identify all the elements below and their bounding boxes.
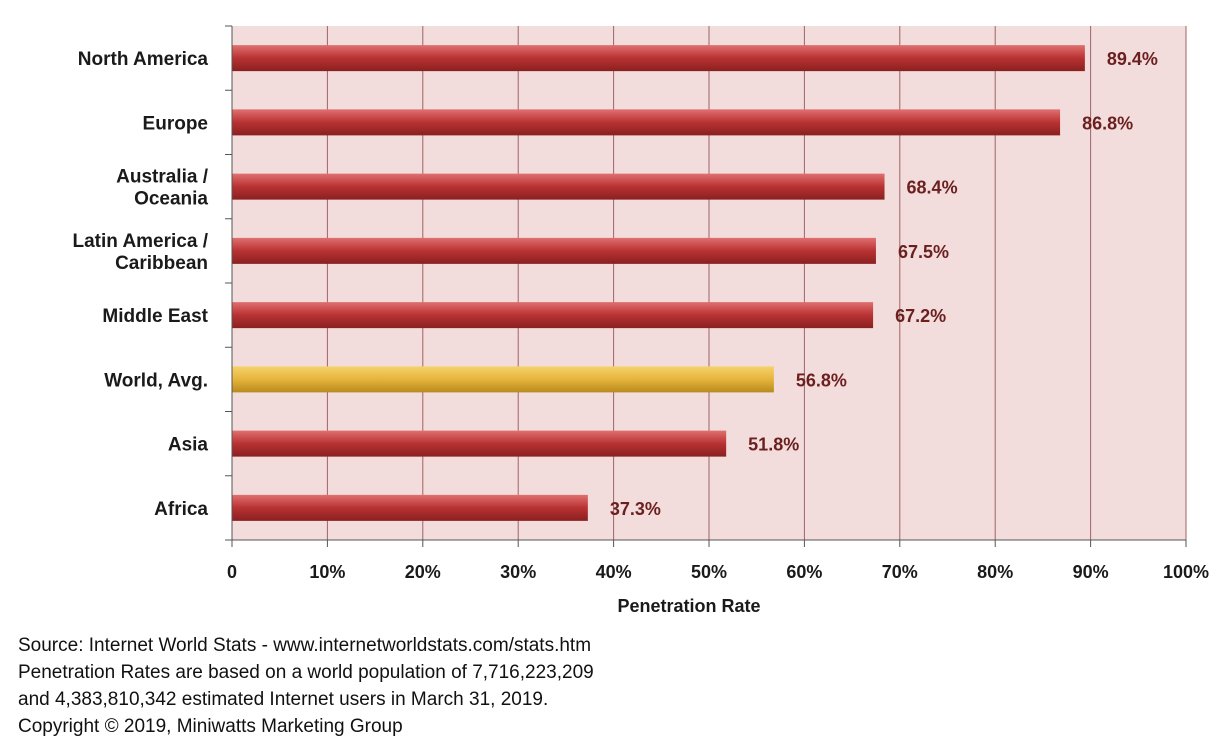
x-tick-label: 70% [882,562,918,582]
category-label: Australia / Oceania [116,167,209,210]
category-label: Middle East [102,306,208,327]
category-label: Africa [154,499,208,520]
bar [232,45,1085,72]
value-labels: 89.4% 86.8% 68.4% 67.5% 67.2% 56.8% 51.8% 37.3% [610,49,1158,519]
bar [232,302,874,329]
category-label: World, Avg. [104,370,208,391]
data-label: 68.4% [907,178,958,198]
x-tick-label: 50% [691,562,727,582]
x-tick-label: 80% [977,562,1013,582]
category-label: Asia [168,435,209,456]
source-line: Source: Internet World Stats - www.inter… [18,635,592,656]
source-notes: Source: Internet World Stats - www.inter… [18,632,1018,740]
x-tick-label: 60% [786,562,822,582]
bar-chart: North America Europe Australia / Oceania Lat… [72,25,1209,616]
bar [232,173,885,200]
copyright-line: Copyright © 2019, Miniwatts Marketing Gr… [18,716,403,737]
x-tick-label: 100% [1163,562,1209,582]
bar [232,430,727,457]
bar [232,109,1061,136]
data-label: 51.8% [748,435,799,455]
x-axis-ticks: 0 10% 20% 30% 40% 50% 60% 70% 80% 90% 100% [225,25,1209,582]
category-label: Latin America / Caribbean [72,231,208,274]
category-label: North America [78,49,209,70]
data-label: 89.4% [1107,49,1158,69]
data-label: 56.8% [796,370,847,390]
bar [232,237,876,264]
data-label: 67.5% [898,242,949,262]
users-note: and 4,383,810,342 estimated Internet use… [18,689,549,710]
data-label: 86.8% [1082,113,1133,133]
category-label: Europe [143,113,208,134]
data-label: 37.3% [610,499,661,519]
bars [232,45,1085,521]
data-label: 67.2% [895,306,946,326]
bar [232,494,588,521]
x-axis-title: Penetration Rate [617,596,760,616]
x-tick-label: 0 [227,562,237,582]
x-tick-label: 10% [309,562,345,582]
x-tick-label: 90% [1073,562,1109,582]
x-tick-label: 40% [596,562,632,582]
category-labels: North America Europe Australia / Oceania Lat… [72,49,208,520]
bar-highlight [232,366,774,393]
population-note: Penetration Rates are based on a world p… [18,662,594,683]
x-tick-label: 30% [500,562,536,582]
x-tick-label: 20% [405,562,441,582]
